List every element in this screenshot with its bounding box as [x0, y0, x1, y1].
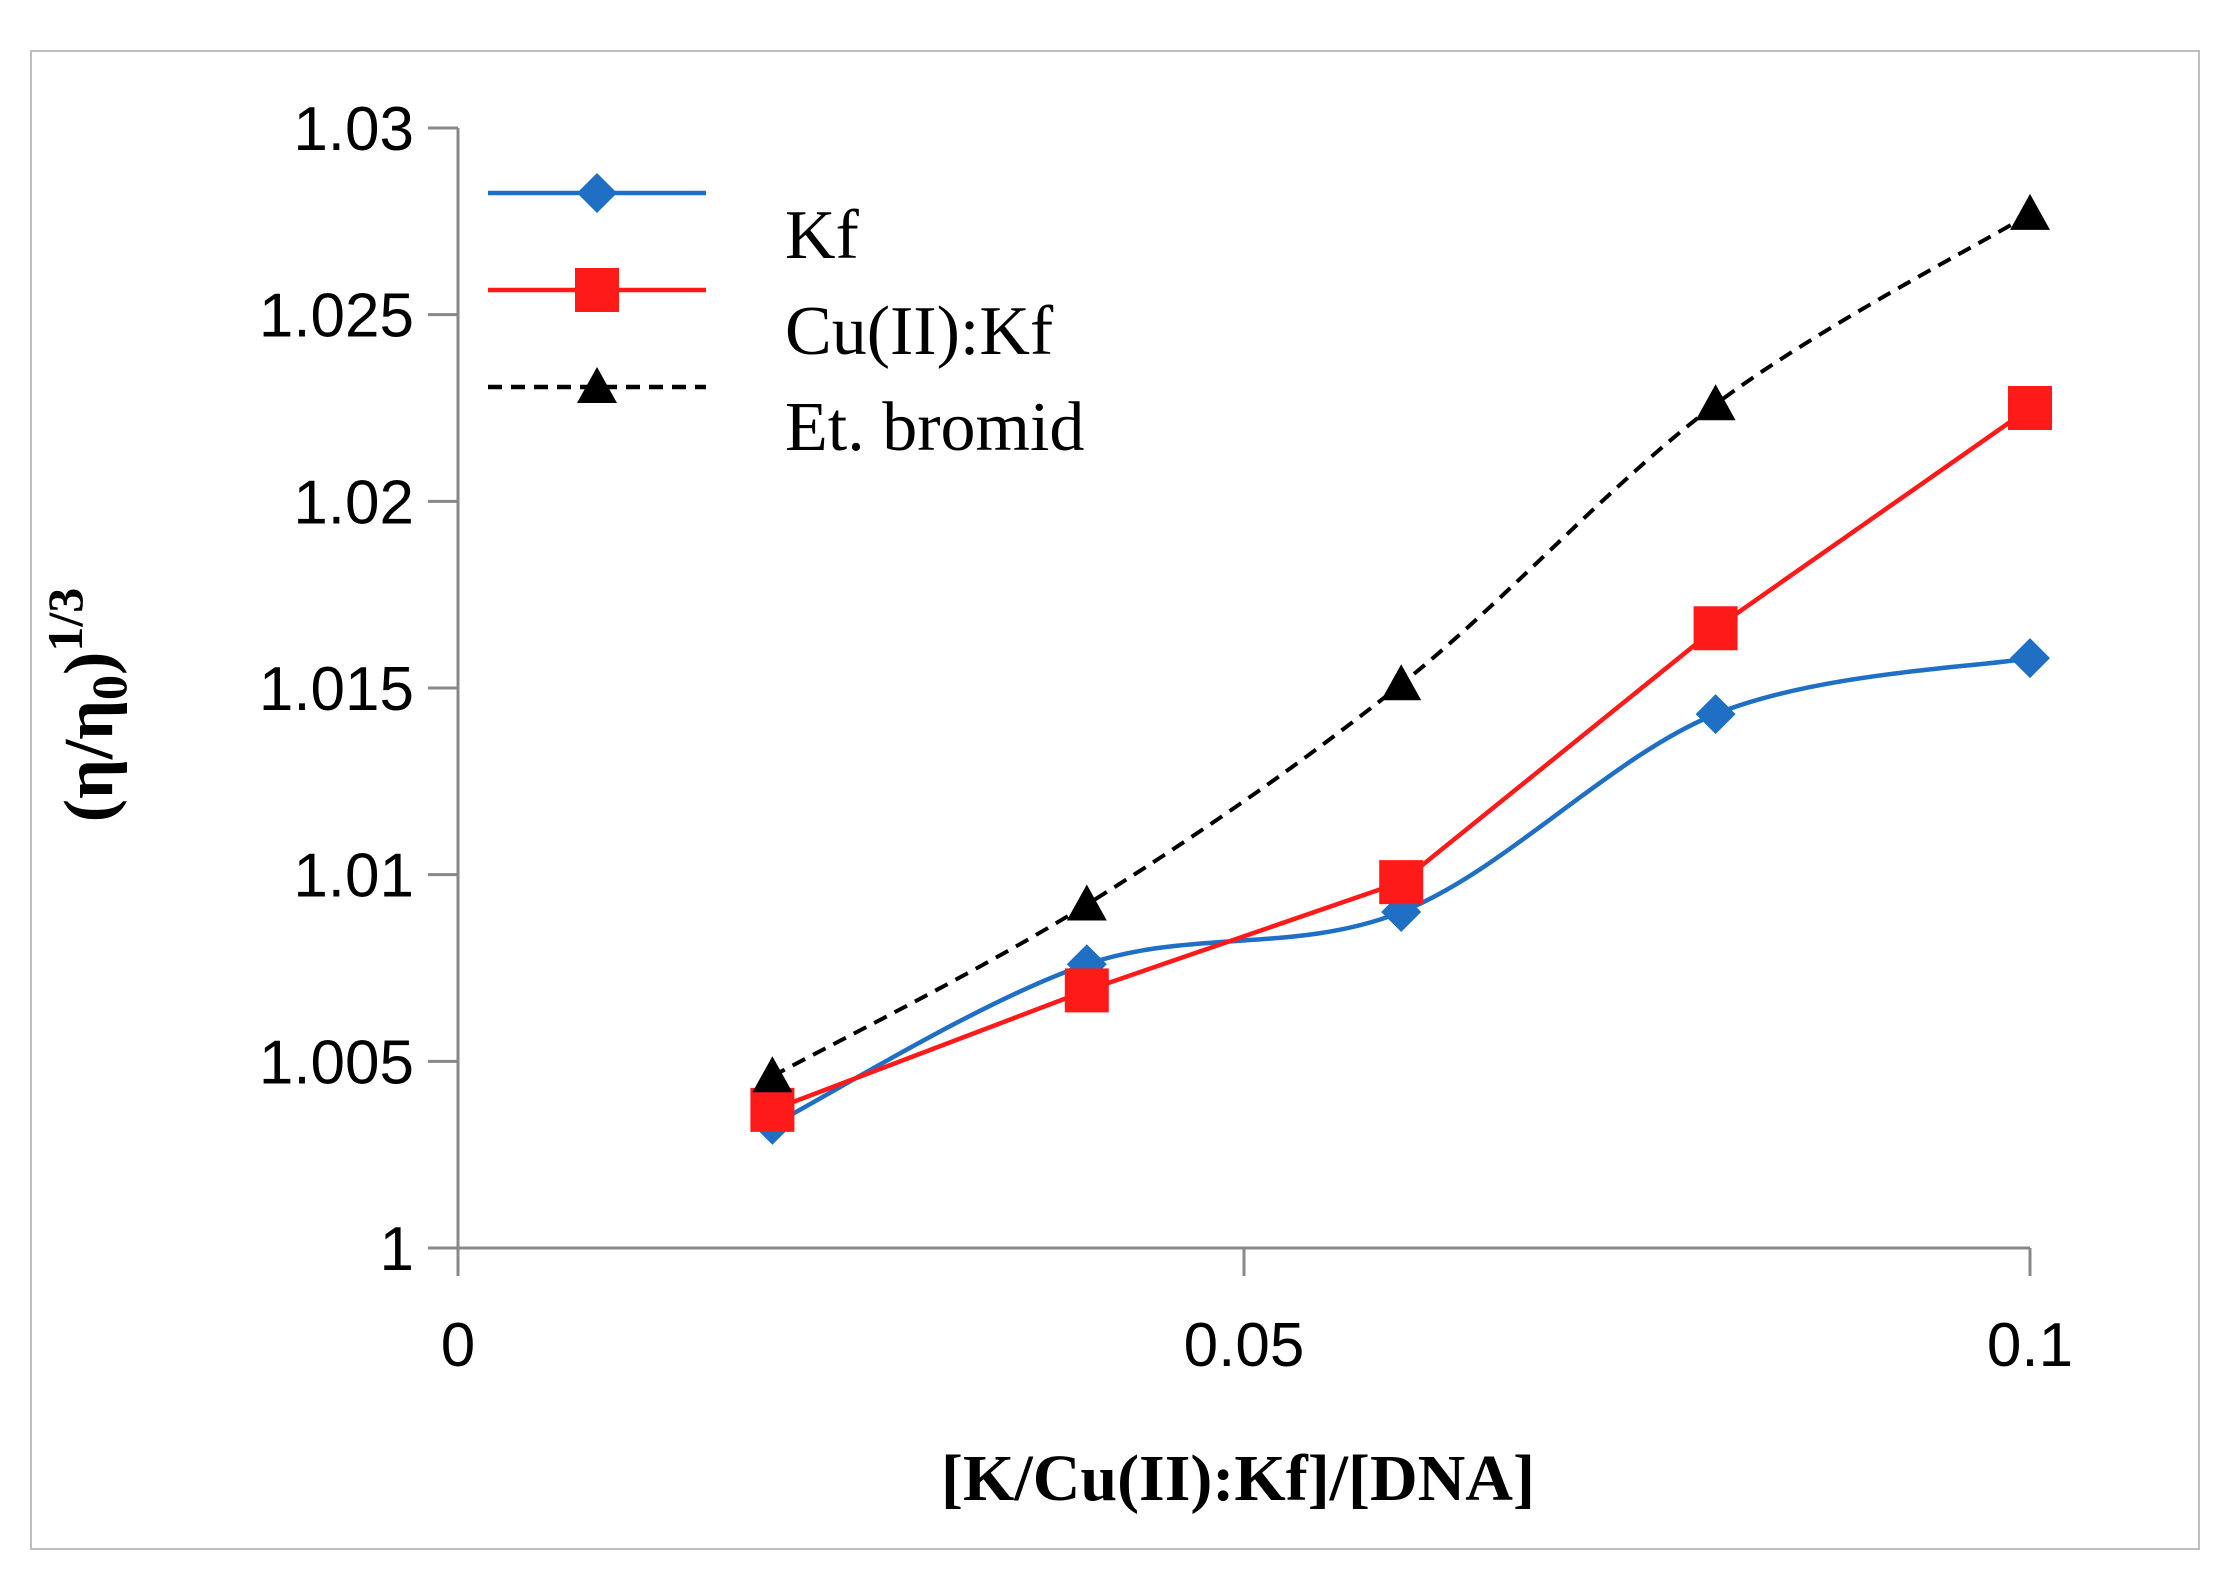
- legend-label: Cu(II):Kf: [785, 293, 1054, 370]
- data-point: [1695, 384, 1736, 421]
- legend-item: Cu(II):Kf: [488, 268, 1054, 370]
- series-group: [750, 193, 2052, 1145]
- data-point: [750, 1087, 795, 1132]
- data-point: [1693, 606, 1738, 651]
- legend-marker: [577, 367, 617, 403]
- data-point: [2010, 638, 2050, 679]
- legend-item: Kf: [488, 173, 860, 274]
- y-tick-label: 1.03: [293, 95, 414, 164]
- legend-marker: [577, 173, 617, 213]
- data-point: [1695, 694, 1736, 735]
- data-point: [1379, 860, 1424, 905]
- y-axis-label: (η/η0)1/3: [37, 588, 137, 822]
- y-tick-labels: 1 1.005 1.01 1.015 1.02 1.025 1.03: [259, 95, 414, 1284]
- y-axis-label-sup: 1/3: [37, 588, 93, 652]
- series-line: [771, 406, 2032, 1112]
- y-tick-label: 1.025: [259, 282, 414, 351]
- data-point: [2008, 386, 2052, 430]
- y-tick-label: 1.01: [293, 842, 414, 911]
- series-cu-ii-kf: [750, 386, 2052, 1132]
- legend-marker: [575, 268, 619, 312]
- x-tick-labels: 0 0.05 0.1: [441, 1311, 2073, 1380]
- y-tick-label: 1.015: [259, 655, 414, 724]
- x-axis-label: [K/Cu(II):Kf]/[DNA]: [941, 1442, 1535, 1515]
- y-axis-label-close: ): [51, 652, 128, 675]
- y-axis-label-main: (η/η: [51, 700, 128, 822]
- y-axis-label-sub: 0: [81, 675, 137, 700]
- axes: [428, 126, 2032, 1276]
- series-et-bromid: [752, 193, 2050, 1093]
- data-point: [752, 1056, 793, 1093]
- legend-label: Kf: [785, 197, 860, 274]
- data-point: [1381, 664, 1422, 701]
- data-point: [1066, 884, 1107, 921]
- legend-item: Et. bromid: [488, 367, 1084, 466]
- legend: Kf Cu(II):Kf Et. bromid: [488, 173, 1084, 466]
- y-tick-label: 1.005: [259, 1028, 414, 1097]
- x-tick-label: 0: [441, 1311, 475, 1380]
- legend-label: Et. bromid: [785, 389, 1084, 466]
- data-point: [2010, 193, 2050, 230]
- x-tick-label: 0.1: [1987, 1311, 2073, 1380]
- x-tick-label: 0.05: [1184, 1311, 1305, 1380]
- y-tick-label: 1.02: [293, 468, 414, 537]
- y-tick-label: 1: [380, 1215, 414, 1284]
- chart-frame: [30, 50, 2200, 1550]
- data-point: [1064, 968, 1109, 1013]
